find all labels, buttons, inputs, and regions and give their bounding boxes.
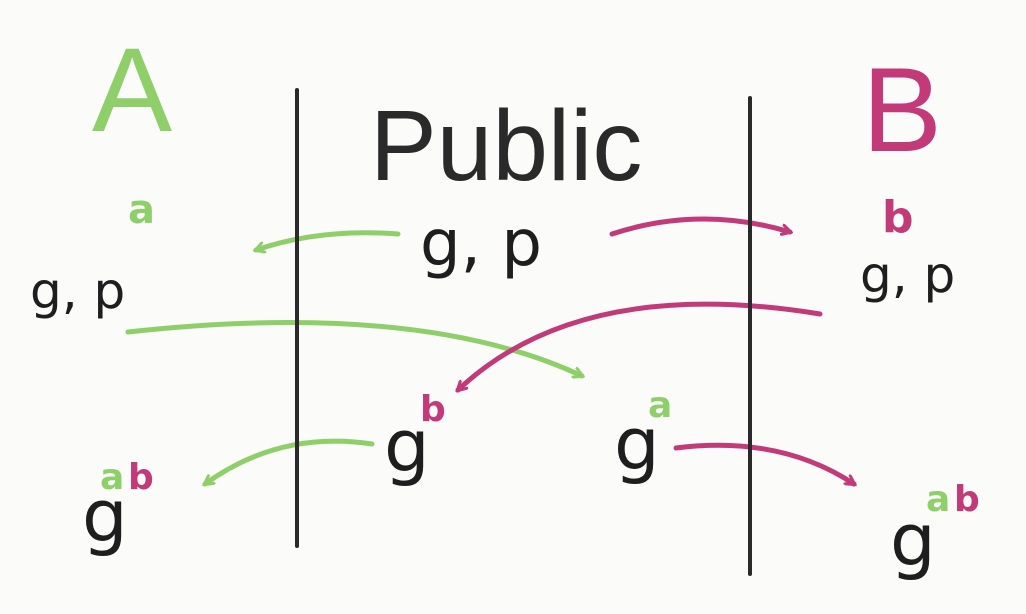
public-a-value-exp: a	[648, 385, 673, 426]
divider-right	[748, 96, 752, 576]
divider-left	[295, 88, 299, 548]
alice-shared-exp-a: a	[100, 457, 125, 498]
public-params: g, p	[420, 207, 542, 281]
public-label: Public	[370, 90, 643, 202]
bob-public-params: g, p	[860, 246, 956, 304]
arrow-public-to-a	[256, 230, 401, 250]
bob-shared-exp-b: b	[954, 479, 980, 520]
public-b-value: g b	[384, 392, 464, 500]
arrow-b-to-public	[458, 301, 823, 390]
arrow-a-to-public	[125, 320, 582, 376]
alice-shared-base: g	[82, 474, 128, 558]
bob-shared-base: g	[890, 498, 936, 582]
bob-secret: b	[882, 192, 914, 243]
alice-public-params: g, p	[30, 262, 126, 320]
public-a-value: g a	[614, 388, 694, 498]
arrow-gb-to-a	[205, 438, 375, 487]
bob-shared-exp-a: a	[926, 479, 951, 520]
public-a-value-base: g	[614, 402, 660, 486]
alice-secret: a	[128, 187, 155, 233]
arrow-public-to-b	[609, 216, 790, 237]
party-a-label: A	[92, 23, 173, 157]
alice-shared-exp-b: b	[128, 457, 154, 498]
alice-shared-secret: g a b	[82, 460, 202, 580]
bob-shared-secret: g a b	[890, 482, 1010, 604]
party-b-label: B	[862, 43, 943, 177]
arrow-ga-to-b	[673, 442, 854, 487]
public-b-value-exp: b	[420, 389, 446, 430]
public-b-value-base: g	[384, 404, 430, 488]
